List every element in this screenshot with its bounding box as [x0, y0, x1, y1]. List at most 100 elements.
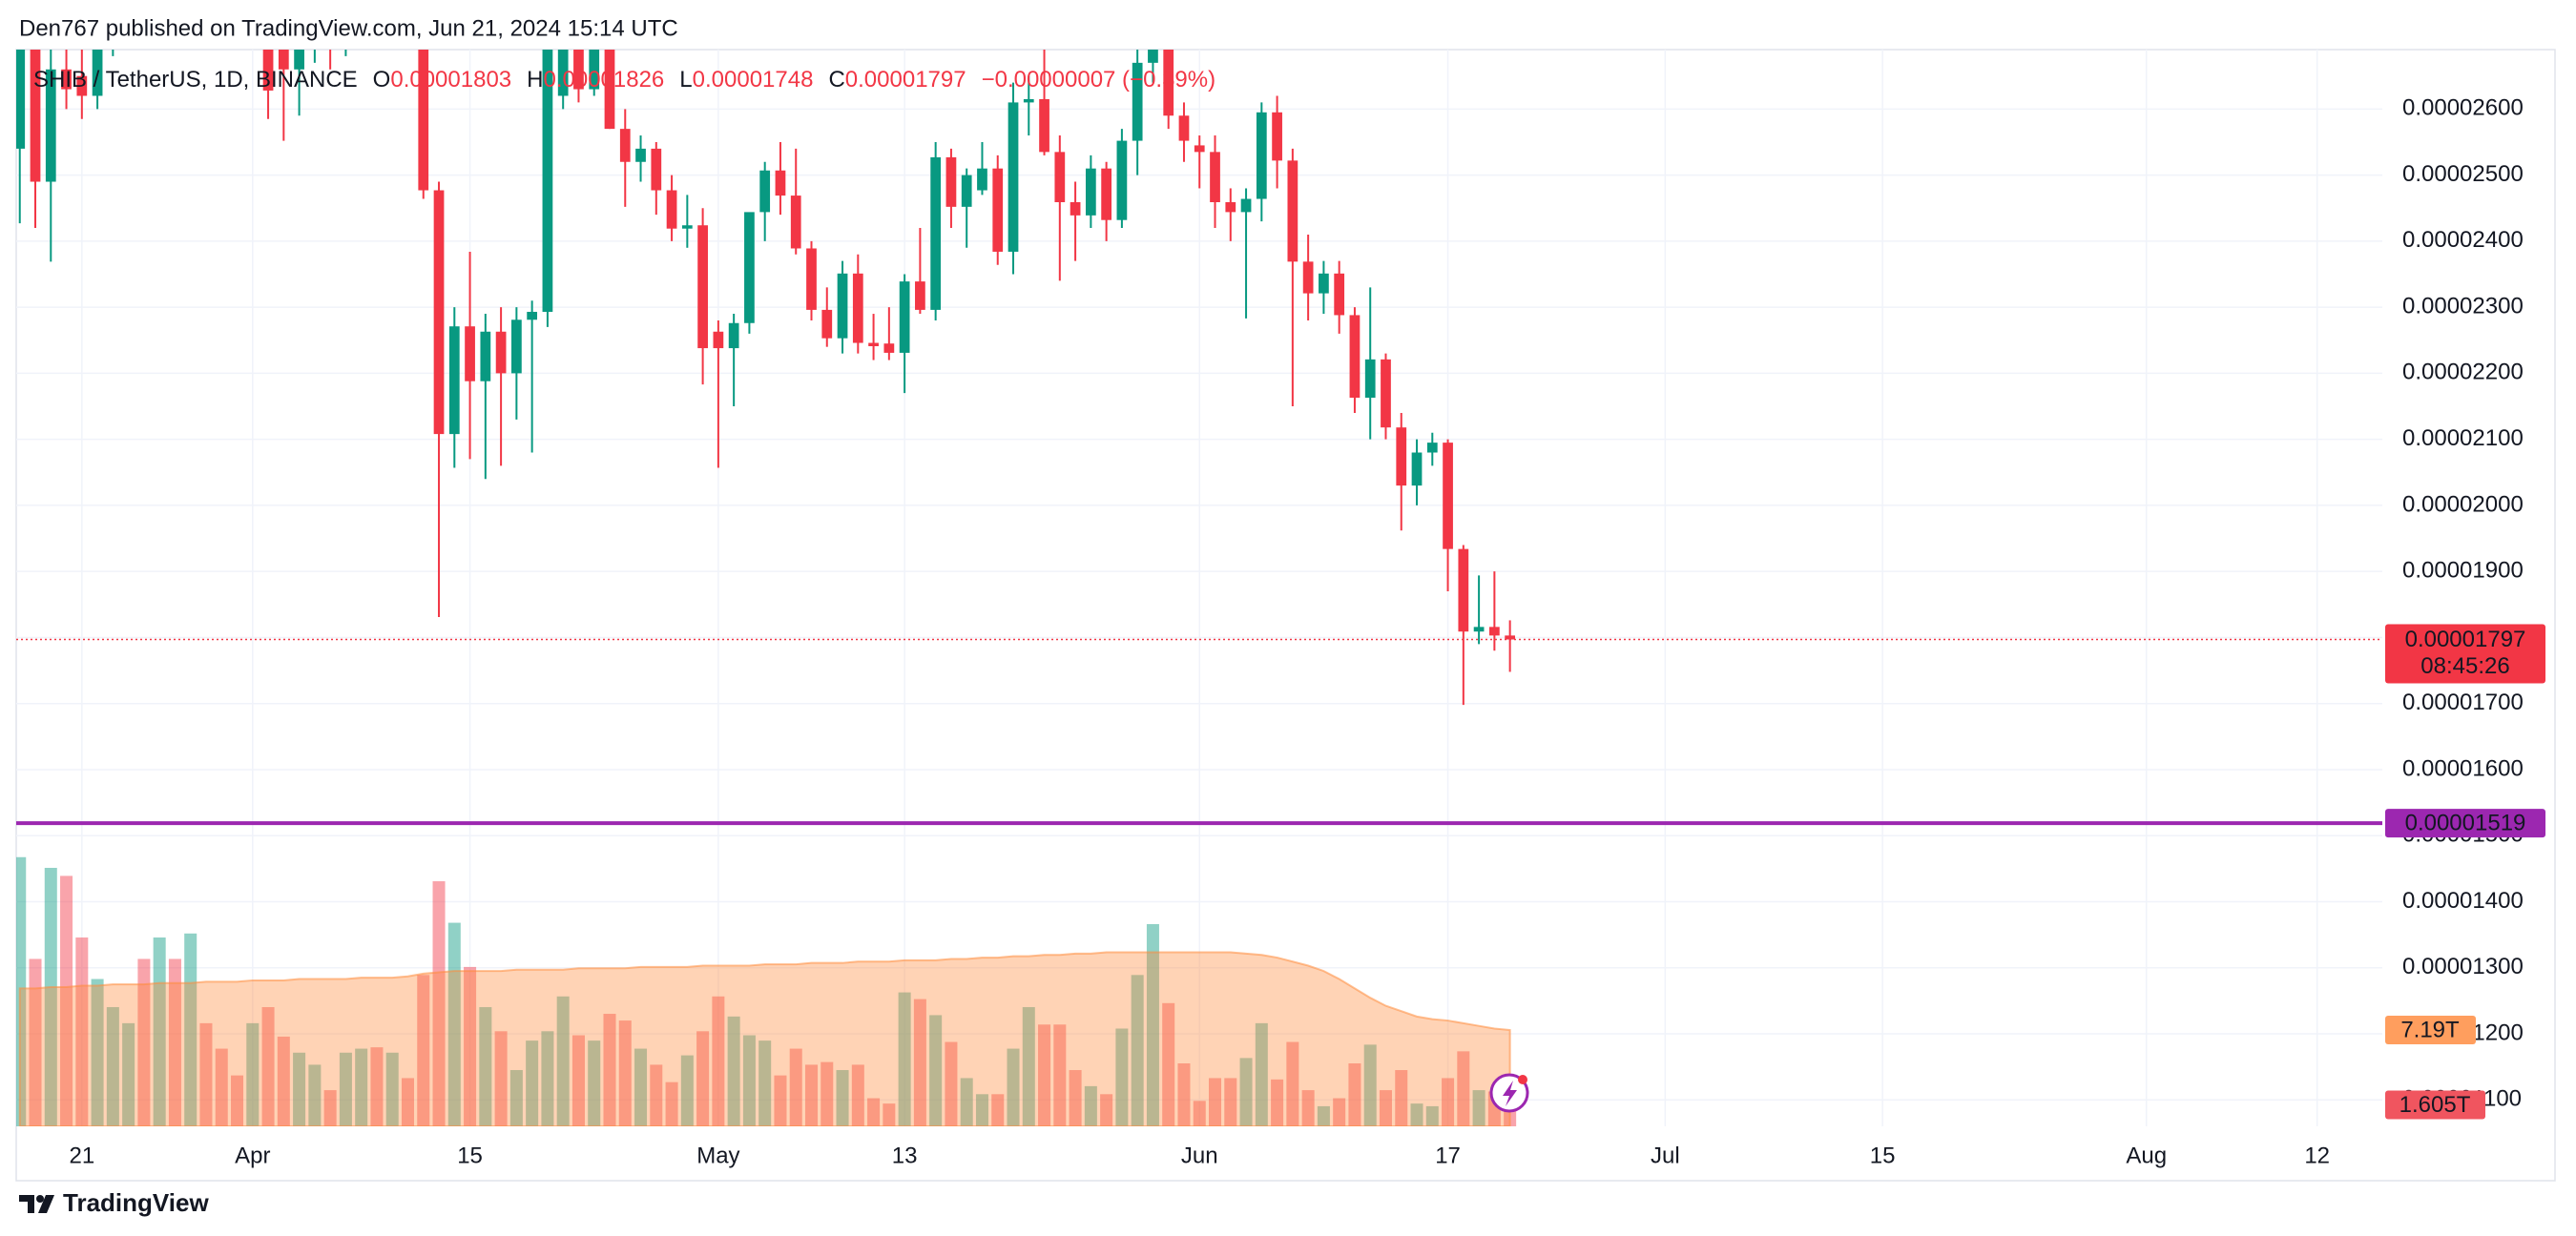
candle-body	[945, 156, 957, 207]
x-tick-label: Jul	[1651, 1143, 1680, 1168]
volume-bar	[1131, 975, 1144, 1126]
volume-bar	[464, 966, 477, 1126]
x-tick-label: May	[696, 1143, 739, 1168]
y-tick-label: 0.00002400	[2402, 227, 2524, 253]
candle-body	[837, 273, 848, 339]
volume-bar	[1395, 1070, 1408, 1126]
volume-bar	[1317, 1105, 1330, 1126]
candle-body	[1287, 160, 1298, 262]
volume-bar	[1022, 1007, 1035, 1126]
candle-body	[930, 156, 942, 310]
volume-bar	[680, 1055, 694, 1126]
volume-bar	[603, 1014, 616, 1126]
candle-body	[697, 225, 708, 349]
volume-bar	[1115, 1028, 1129, 1126]
candle-body	[1008, 102, 1019, 252]
candle-body	[1411, 452, 1423, 486]
volume-ma-area	[18, 951, 1511, 1126]
candle-body	[852, 273, 863, 343]
volume-bar	[308, 1064, 322, 1126]
y-tick-label: 0.00002000	[2402, 491, 2524, 517]
volume-bar	[1425, 1105, 1439, 1126]
x-tick-label: 21	[69, 1143, 94, 1168]
volume-bar	[727, 1016, 740, 1126]
legend-value: 0.00001826	[543, 67, 664, 93]
volume-bar	[1162, 1002, 1175, 1126]
volume-bar	[945, 1041, 958, 1126]
candle-body	[1302, 261, 1314, 294]
volume-bar	[929, 1015, 943, 1126]
volume-bar	[1363, 1044, 1377, 1126]
candle-body	[278, 50, 289, 70]
candle-body	[372, 0, 383, 4]
volume-bar	[91, 978, 104, 1126]
legend: SHIB / TetherUS, 1D, BINANCE O0.00001803 H…	[33, 67, 1215, 93]
candle-body	[1240, 198, 1252, 213]
candle-body	[744, 212, 755, 323]
candle-body	[1163, 50, 1174, 116]
y-tick-label: 0.00002600	[2402, 95, 2524, 121]
y-tick-label: 0.00002300	[2402, 293, 2524, 319]
candle-body	[713, 331, 724, 349]
volume-bar	[494, 1031, 508, 1126]
candle-body	[465, 326, 475, 381]
volume-bar	[1286, 1041, 1299, 1126]
volume-bar	[277, 1036, 290, 1126]
x-tick-label: Jun	[1181, 1143, 1218, 1168]
volume-ma-badge-label: 7.19T	[2400, 1017, 2460, 1042]
volume-bar	[618, 1020, 632, 1126]
candle-body	[1178, 115, 1190, 141]
candle-body	[1349, 315, 1361, 399]
candle-body	[1210, 152, 1220, 202]
volume-bar	[991, 1094, 1005, 1126]
volume-bar	[1007, 1048, 1020, 1126]
volume-bar	[231, 1075, 244, 1126]
volume-bar	[215, 1048, 228, 1126]
legend-key: O	[373, 67, 391, 93]
volume-bar	[665, 1082, 678, 1126]
volume-bar	[417, 975, 430, 1126]
volume-bar	[339, 1052, 352, 1126]
volume-bar	[29, 958, 42, 1126]
candle-body	[868, 342, 879, 346]
volume-bar	[137, 958, 151, 1126]
x-tick-label: Apr	[235, 1143, 270, 1168]
candle-body	[76, 75, 88, 96]
overlay: 0.00002600 0.00002500 0.00002400 0.00002300…	[69, 95, 2545, 1168]
price-badge-countdown: 08:45:26	[2420, 653, 2509, 679]
candle-body	[806, 248, 817, 310]
volume-bar	[789, 1048, 802, 1126]
candle-body	[821, 309, 833, 339]
volume-bar	[432, 881, 446, 1126]
y-tick-label: 0.00002500	[2402, 161, 2524, 187]
volume-bar	[650, 1064, 663, 1126]
candle-body	[681, 225, 693, 229]
brand-logo	[19, 1195, 54, 1213]
y-tick-label: 0.00001700	[2402, 690, 2524, 715]
price-badge	[2385, 624, 2545, 684]
volume-bar	[1379, 1090, 1392, 1126]
volume-bar	[1100, 1094, 1113, 1126]
volume-bar	[851, 1064, 864, 1126]
candle-body	[1132, 62, 1143, 141]
y-tick-label: 0.00001600	[2402, 755, 2524, 781]
candle-body	[448, 326, 460, 435]
candle-body	[1443, 443, 1453, 549]
volume-bar	[1348, 1063, 1361, 1126]
volume-bar	[913, 999, 926, 1126]
x-tick-label: 15	[1870, 1143, 1896, 1168]
volume-bar	[401, 1078, 414, 1126]
volume-bar	[1255, 1022, 1268, 1126]
candle-body	[1039, 98, 1049, 153]
volume-bar	[60, 876, 73, 1126]
volume-bar	[246, 1022, 260, 1126]
volume-bar	[588, 1040, 601, 1126]
candle-body	[1364, 359, 1376, 399]
candle-body	[1319, 273, 1329, 294]
volume-bar	[526, 1040, 539, 1126]
candle-body	[387, 0, 398, 4]
x-tick-label: 15	[457, 1143, 483, 1168]
volume-bar	[712, 996, 725, 1126]
volume-bar	[867, 1098, 881, 1126]
volume-bar	[1038, 1024, 1051, 1126]
